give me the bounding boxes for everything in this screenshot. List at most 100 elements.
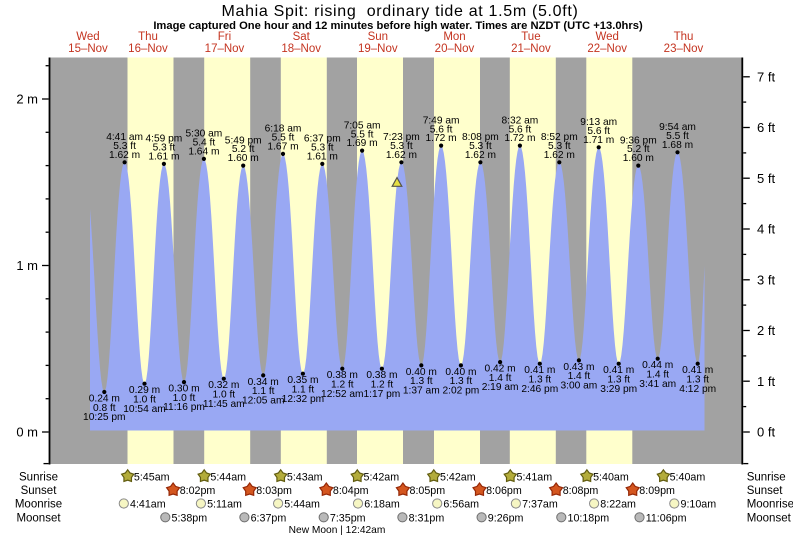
svg-text:8:09pm: 8:09pm — [639, 485, 675, 497]
svg-text:5:44am: 5:44am — [210, 471, 246, 483]
svg-text:11:06pm: 11:06pm — [646, 513, 687, 525]
svg-text:0.35 m: 0.35 m — [287, 375, 318, 386]
svg-text:5:40am: 5:40am — [670, 471, 706, 483]
svg-text:Tue: Tue — [521, 31, 540, 43]
svg-text:2 ft: 2 ft — [757, 323, 775, 338]
svg-text:0.41 m: 0.41 m — [524, 365, 555, 376]
svg-text:3 ft: 3 ft — [757, 272, 775, 287]
svg-text:0.32 m: 0.32 m — [208, 380, 239, 391]
svg-text:0.30 m: 0.30 m — [168, 384, 199, 395]
svg-text:Image captured One hour and 12: Image captured One hour and 12 minutes b… — [153, 20, 643, 32]
svg-text:10:18pm: 10:18pm — [568, 513, 610, 525]
svg-text:5.5 ft: 5.5 ft — [351, 129, 374, 140]
svg-text:3:41 am: 3:41 am — [639, 379, 676, 390]
svg-text:1.3 ft: 1.3 ft — [450, 376, 473, 387]
svg-text:Thu: Thu — [138, 31, 158, 43]
svg-text:1.72 m: 1.72 m — [426, 133, 457, 144]
svg-text:6:37 pm: 6:37 pm — [304, 134, 341, 145]
svg-text:5:45am: 5:45am — [134, 471, 170, 483]
svg-text:11:16 pm: 11:16 pm — [163, 402, 205, 413]
svg-text:6:37pm: 6:37pm — [251, 513, 287, 525]
svg-text:Wed: Wed — [595, 31, 618, 43]
svg-text:8:06pm: 8:06pm — [486, 485, 522, 497]
svg-text:Sun: Sun — [368, 31, 388, 43]
svg-text:8:08pm: 8:08pm — [563, 485, 599, 497]
svg-text:5:38pm: 5:38pm — [172, 513, 208, 525]
svg-text:0.38 m: 0.38 m — [366, 370, 397, 381]
svg-text:0.43 m: 0.43 m — [563, 362, 594, 373]
svg-text:5:44am: 5:44am — [284, 499, 320, 511]
svg-text:Mon: Mon — [443, 31, 465, 43]
svg-text:3:29 pm: 3:29 pm — [600, 384, 637, 395]
svg-text:Sunset: Sunset — [21, 485, 58, 497]
svg-text:5.3 ft: 5.3 ft — [153, 143, 176, 154]
svg-text:5.3 ft: 5.3 ft — [469, 141, 492, 152]
svg-text:1.0 ft: 1.0 ft — [173, 393, 196, 404]
svg-text:Mahia Spit: rising ordinary t: Mahia Spit: rising ordinary tide at 1.5m… — [221, 3, 578, 20]
svg-text:18–Nov: 18–Nov — [281, 43, 321, 55]
svg-text:20–Nov: 20–Nov — [435, 43, 475, 55]
svg-text:19–Nov: 19–Nov — [358, 43, 398, 55]
svg-text:8:52 pm: 8:52 pm — [541, 132, 578, 143]
svg-text:5.3 ft: 5.3 ft — [311, 143, 334, 154]
svg-text:2:46 pm: 2:46 pm — [521, 384, 558, 395]
svg-text:1.62 m: 1.62 m — [386, 150, 417, 161]
svg-text:5.3 ft: 5.3 ft — [548, 141, 571, 152]
svg-text:5.3 ft: 5.3 ft — [390, 141, 413, 152]
svg-text:5:30 am: 5:30 am — [185, 129, 222, 140]
svg-text:1.69 m: 1.69 m — [347, 138, 378, 149]
svg-text:5:42am: 5:42am — [364, 471, 400, 483]
svg-text:5:40am: 5:40am — [593, 471, 629, 483]
svg-text:8:32 am: 8:32 am — [501, 115, 538, 126]
svg-text:7:35pm: 7:35pm — [330, 513, 366, 525]
svg-text:12:52 am: 12:52 am — [321, 389, 363, 400]
svg-text:1.67 m: 1.67 m — [267, 141, 298, 152]
svg-text:Sunset: Sunset — [747, 485, 784, 497]
svg-text:0.38 m: 0.38 m — [327, 370, 358, 381]
svg-text:5 ft: 5 ft — [757, 171, 775, 186]
svg-text:1.1 ft: 1.1 ft — [252, 386, 275, 397]
svg-text:4:41am: 4:41am — [130, 499, 166, 511]
svg-text:Thu: Thu — [674, 31, 694, 43]
svg-text:1.62 m: 1.62 m — [544, 150, 575, 161]
svg-text:8:05pm: 8:05pm — [410, 485, 446, 497]
svg-text:17–Nov: 17–Nov — [205, 43, 245, 55]
svg-text:1.62 m: 1.62 m — [465, 150, 496, 161]
svg-text:0.34 m: 0.34 m — [248, 377, 279, 388]
svg-text:Fri: Fri — [218, 31, 231, 43]
svg-text:16–Nov: 16–Nov — [128, 43, 168, 55]
svg-text:15–Nov: 15–Nov — [68, 43, 108, 55]
svg-text:3:00 am: 3:00 am — [560, 381, 597, 392]
svg-text:2 m: 2 m — [16, 92, 38, 107]
svg-text:2:02 pm: 2:02 pm — [442, 386, 479, 397]
svg-text:1.3 ft: 1.3 ft — [528, 375, 551, 386]
svg-text:4:41 am: 4:41 am — [106, 132, 143, 143]
svg-text:0.40 m: 0.40 m — [445, 367, 476, 378]
svg-text:1:37 am: 1:37 am — [403, 386, 440, 397]
svg-text:11:45 am: 11:45 am — [203, 399, 245, 410]
svg-text:1.3 ft: 1.3 ft — [686, 375, 709, 386]
svg-text:Moonrise: Moonrise — [15, 499, 62, 511]
svg-text:5:49 pm: 5:49 pm — [225, 135, 262, 146]
svg-text:5:43am: 5:43am — [287, 471, 323, 483]
svg-text:5:11am: 5:11am — [207, 499, 242, 511]
svg-text:Wed: Wed — [76, 31, 99, 43]
svg-text:1.3 ft: 1.3 ft — [607, 375, 630, 386]
svg-text:22–Nov: 22–Nov — [587, 43, 627, 55]
svg-text:4 ft: 4 ft — [757, 222, 775, 237]
svg-text:7 ft: 7 ft — [757, 69, 775, 84]
svg-text:1.68 m: 1.68 m — [662, 140, 693, 151]
svg-text:4:12 pm: 4:12 pm — [679, 384, 716, 395]
svg-text:0.41 m: 0.41 m — [603, 365, 634, 376]
svg-text:1.72 m: 1.72 m — [504, 133, 535, 144]
svg-text:1.61 m: 1.61 m — [307, 151, 338, 162]
svg-text:5.2 ft: 5.2 ft — [627, 144, 650, 155]
svg-text:1.62 m: 1.62 m — [109, 150, 140, 161]
svg-text:0.24 m: 0.24 m — [89, 394, 120, 405]
svg-text:23–Nov: 23–Nov — [664, 43, 704, 55]
svg-text:Sunrise: Sunrise — [19, 471, 58, 483]
svg-text:5.2 ft: 5.2 ft — [232, 144, 255, 155]
svg-text:1 ft: 1 ft — [757, 374, 775, 389]
svg-text:0.44 m: 0.44 m — [642, 360, 673, 371]
svg-text:New Moon | 12:42am: New Moon | 12:42am — [289, 525, 386, 536]
